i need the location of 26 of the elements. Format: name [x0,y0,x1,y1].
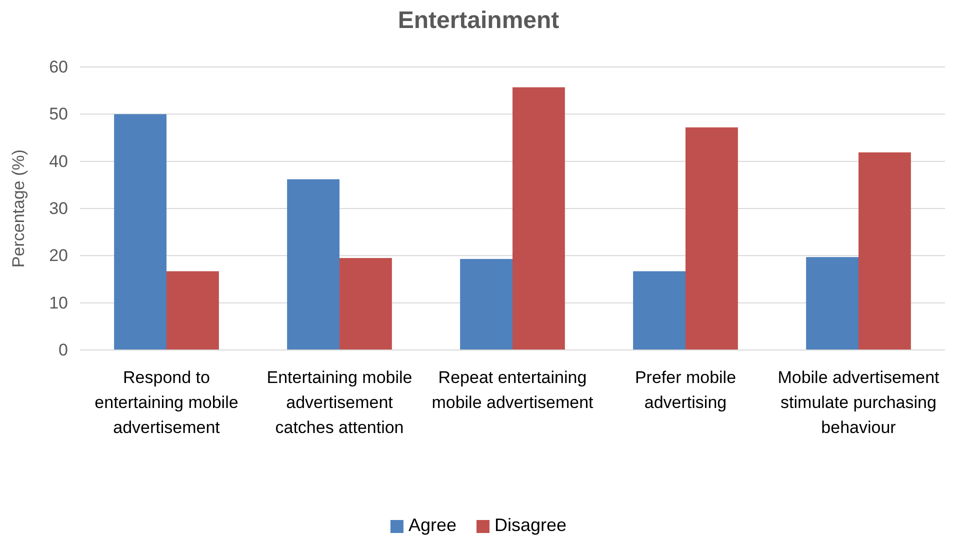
bar [287,179,340,350]
y-axis-title: Percentage (%) [9,149,28,268]
y-tick-label: 60 [49,57,68,76]
y-tick-label: 20 [49,246,68,266]
bar [340,258,392,350]
y-tick-label: 50 [49,104,68,124]
bar [858,152,911,350]
y-tick-label: 10 [49,293,68,312]
x-tick-label: Entertaining mobile advertisement catches attention [266,368,412,437]
bar [686,127,738,350]
bar [512,87,565,350]
bar [460,258,512,350]
y-tick-label: 40 [49,152,68,171]
x-tick-label: Prefer mobile advertising [634,368,736,412]
bar [166,271,219,350]
x-tick-label: Repeat entertaining mobile advertisement [432,368,594,412]
x-tick-label: Mobile advertisement stimulate purchasing behaviour [778,368,940,437]
legend-label: Disagree [494,515,567,535]
bar [114,114,166,350]
bar [806,257,858,350]
bar [633,271,686,350]
legend-label: Agree [408,515,456,535]
chart-title: Entertainment [398,7,560,34]
y-tick-label: 30 [49,198,68,218]
y-tick-label: 0 [58,340,68,360]
x-tick-label: Respond to entertaining mobile advertisement [94,368,238,437]
